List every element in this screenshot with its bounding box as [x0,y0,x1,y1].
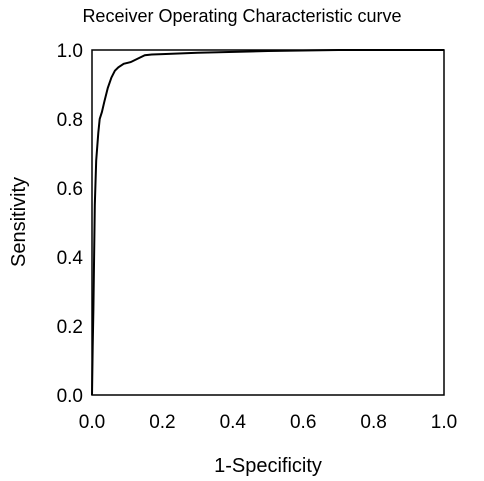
y-axis-label: Sensitivity [8,177,30,267]
y-tick-label: 0.2 [57,317,83,338]
chart-title: Receiver Operating Characteristic curve [82,6,401,26]
y-axis-ticks: 0.0 0.2 0.4 0.6 0.8 1.0 [57,41,84,407]
y-tick-label: 0.0 [57,386,83,407]
x-tick-label: 1.0 [431,412,457,433]
x-tick-label: 0.8 [360,412,386,433]
x-tick-label: 0.6 [290,412,316,433]
roc-curve-line [91,49,444,396]
x-tick-label: 0.2 [149,412,175,433]
y-tick-label: 0.4 [57,248,84,269]
x-axis-label: 1-Specificity [214,455,322,477]
y-tick-label: 0.6 [57,179,83,200]
plot-area [91,49,445,396]
x-tick-label: 0.0 [79,412,105,433]
plot-frame [91,49,445,396]
y-tick-label: 0.8 [57,110,83,131]
y-tick-label: 1.0 [57,41,83,62]
x-axis-ticks: 0.0 0.2 0.4 0.6 0.8 1.0 [79,412,457,433]
x-tick-label: 0.4 [220,412,247,433]
